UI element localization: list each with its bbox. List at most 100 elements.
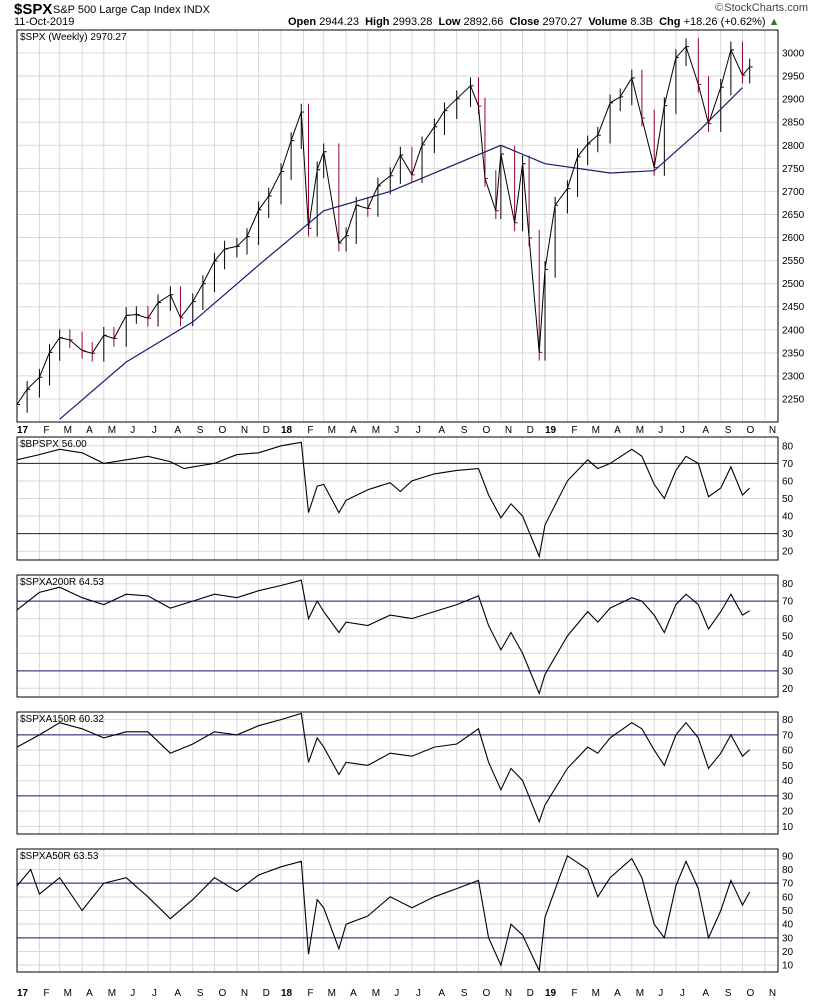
x-tick-label: J <box>658 988 663 999</box>
x-tick-label: M <box>636 988 644 999</box>
x-tick-label: F <box>43 988 49 999</box>
panel-border <box>16 848 779 973</box>
x-tick-label: 17 <box>17 425 29 436</box>
indicator-panel-2: 20 30 40 50 60 70 80 $SPXA200R 64.53 <box>16 574 794 698</box>
x-tick-label: O <box>746 425 754 436</box>
x-tick-label: J <box>152 988 157 999</box>
x-tick-label: A <box>438 425 445 436</box>
x-tick-label: A <box>174 425 181 436</box>
x-tick-label: M <box>592 988 600 999</box>
x-tick-label: S <box>461 988 468 999</box>
y-tick-label: 80 <box>782 865 794 876</box>
panel-legend-label: $SPX (Weekly) 2970.27 <box>20 32 127 43</box>
x-tick-label: O <box>218 988 226 999</box>
panel-legend-label: $SPXA200R 64.53 <box>20 577 104 588</box>
y-tick-label: 60 <box>782 892 794 903</box>
y-tick-label: 40 <box>782 920 794 931</box>
x-axis-labels-bottom: 17 F M A M J J A S O N D 18 F M A M J J A S O N D 19 F M A M J J A S O N <box>17 988 776 999</box>
y-tick-label: 2300 <box>782 371 805 382</box>
panel-border <box>16 711 779 835</box>
x-tick-label: J <box>130 988 135 999</box>
x-tick-label: S <box>461 425 468 436</box>
y-tick-label: 2750 <box>782 164 805 175</box>
panel-legend-label: $SPXA150R 60.32 <box>20 714 104 725</box>
x-tick-label: F <box>571 425 577 436</box>
stockcharts-watermark[interactable]: ©StockCharts.com <box>715 2 808 14</box>
y-tick-label: 20 <box>782 807 794 818</box>
watermark-text: StockCharts.com <box>724 2 808 14</box>
y-tick-label: 20 <box>782 947 794 958</box>
high-value: 2993.28 <box>392 16 433 28</box>
y-tick-label: 2850 <box>782 118 805 129</box>
x-tick-label: M <box>108 425 116 436</box>
y-tick-label: 60 <box>782 614 794 625</box>
x-tick-label: O <box>218 425 226 436</box>
y-tick-label: 20 <box>782 684 794 695</box>
x-tick-label: A <box>702 988 709 999</box>
x-tick-label: J <box>680 988 685 999</box>
x-tick-label: F <box>307 988 313 999</box>
y-tick-label: 60 <box>782 746 794 757</box>
breadth-line <box>16 441 751 559</box>
x-tick-label: F <box>307 425 313 436</box>
x-tick-label: 18 <box>281 425 293 436</box>
y-tick-label: 50 <box>782 761 794 772</box>
y-tick-label: 80 <box>782 579 794 590</box>
x-tick-label: D <box>527 988 534 999</box>
x-tick-label: A <box>702 425 709 436</box>
y-tick-label: 30 <box>782 529 794 540</box>
x-tick-label: F <box>571 988 577 999</box>
price-close-line <box>16 45 751 405</box>
x-tick-label: A <box>86 988 93 999</box>
indicator-panel-4: 10 20 30 40 50 60 70 80 90 $SPXA50R 63.53 <box>16 848 794 973</box>
x-tick-label: M <box>372 988 380 999</box>
x-tick-label: A <box>438 988 445 999</box>
x-tick-label: 18 <box>281 988 293 999</box>
y-tick-label: 2500 <box>782 279 805 290</box>
open-label: Open <box>288 16 317 28</box>
x-tick-label: M <box>328 988 336 999</box>
x-tick-label: A <box>614 988 621 999</box>
y-tick-label: 2550 <box>782 256 805 267</box>
x-tick-label: M <box>592 425 600 436</box>
change-value: +18.26 (+0.62%) <box>683 16 766 28</box>
x-tick-label: N <box>505 425 512 436</box>
change-label: Chg <box>659 16 681 28</box>
y-tick-label: 30 <box>782 666 794 677</box>
x-tick-label: J <box>394 425 399 436</box>
x-tick-label: J <box>658 425 663 436</box>
panel-legend-label: $BPSPX 56.00 <box>20 439 87 450</box>
x-tick-label: N <box>241 425 248 436</box>
y-tick-label: 80 <box>782 441 794 452</box>
x-tick-label: O <box>746 988 754 999</box>
x-tick-label: M <box>636 425 644 436</box>
y-tick-label: 80 <box>782 715 794 726</box>
x-tick-label: J <box>680 425 685 436</box>
y-tick-label: 3000 <box>782 49 805 60</box>
moving-average-line <box>59 87 743 420</box>
x-tick-label: N <box>241 988 248 999</box>
high-label: High <box>365 16 390 28</box>
x-axis-labels-top: 17 F M A M J J A S O N D 18 F M A M J J A S O N D 19 F M A M J J A S O N <box>17 425 776 436</box>
x-tick-label: 17 <box>17 988 29 999</box>
y-tick-label: 70 <box>782 730 794 741</box>
up-arrow-icon: ▲ <box>768 16 780 28</box>
y-tick-label: 2400 <box>782 325 805 336</box>
y-tick-label: 10 <box>782 961 794 972</box>
x-tick-label: O <box>482 425 490 436</box>
close-label: Close <box>509 16 540 28</box>
close-value: 2970.27 <box>542 16 583 28</box>
panel-border <box>16 436 779 561</box>
x-tick-label: A <box>614 425 621 436</box>
y-tick-label: 60 <box>782 476 794 487</box>
x-tick-label: A <box>350 425 357 436</box>
x-tick-label: N <box>769 988 776 999</box>
x-tick-label: D <box>263 988 270 999</box>
y-tick-label: 50 <box>782 494 794 505</box>
y-tick-label: 40 <box>782 649 794 660</box>
chart-logo-icon: © <box>715 2 724 14</box>
y-tick-label: 2650 <box>782 210 805 221</box>
x-tick-label: N <box>769 425 776 436</box>
x-tick-label: A <box>350 988 357 999</box>
